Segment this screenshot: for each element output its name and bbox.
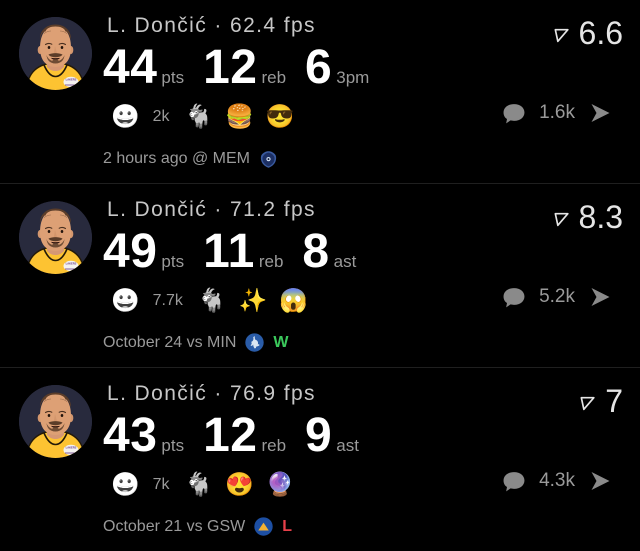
svg-text:LAKERS: LAKERS (66, 78, 77, 82)
svg-text:LAKERS: LAKERS (66, 446, 77, 450)
svg-text:LAKERS: LAKERS (66, 262, 77, 266)
